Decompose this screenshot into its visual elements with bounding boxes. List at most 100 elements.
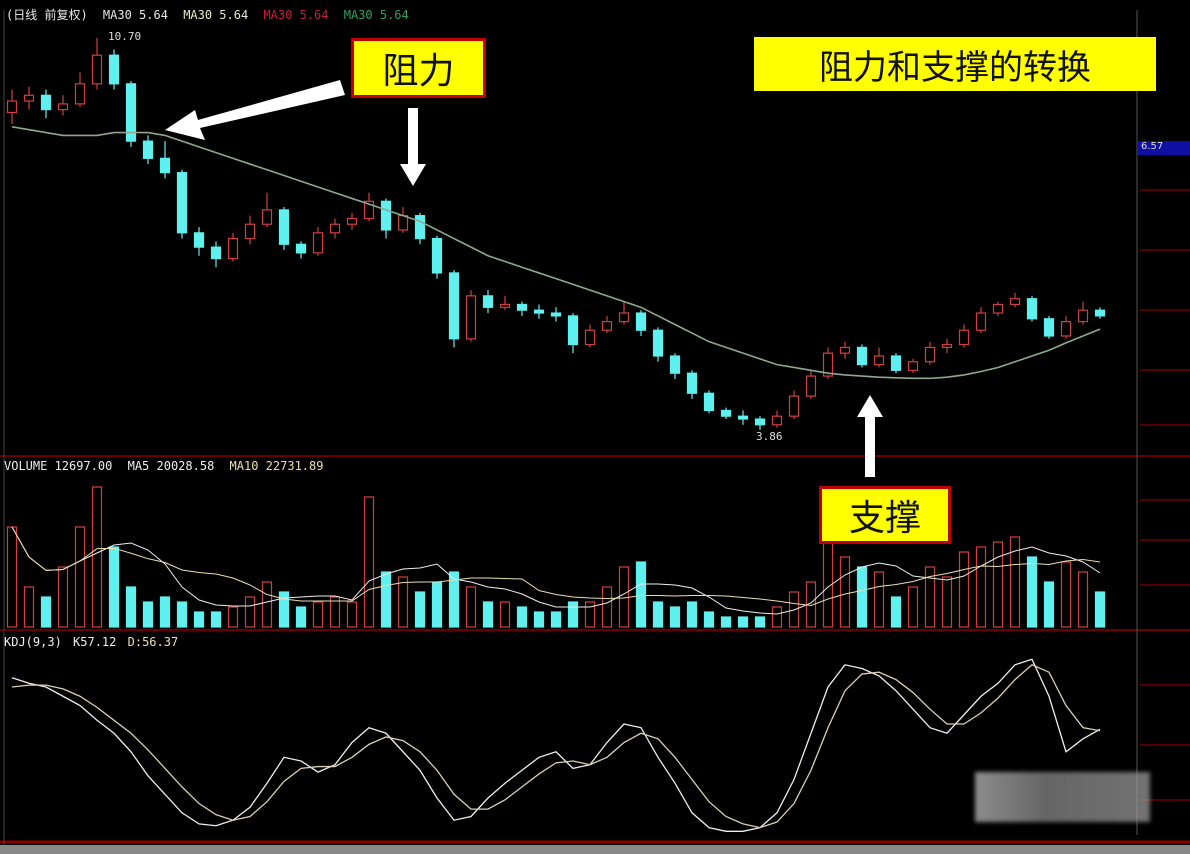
ma-label-4: MA30 5.64: [343, 8, 409, 22]
candle-body: [363, 200, 375, 220]
candle: [686, 370, 698, 399]
volume-bar: [754, 616, 766, 628]
volume-bar: [601, 586, 613, 628]
candle-body: [278, 209, 290, 245]
support-annotation: 支撑: [819, 486, 951, 544]
candle-body: [992, 303, 1004, 314]
candle-body: [499, 303, 511, 308]
kdj-name: KDJ(9,3): [4, 635, 62, 649]
candle: [125, 80, 137, 147]
candles-group: [6, 38, 1106, 430]
volume-bar: [227, 606, 239, 628]
candle: [312, 227, 324, 256]
candle: [227, 232, 239, 262]
volume-value: VOLUME 12697.00: [4, 459, 113, 473]
volume-bar: [550, 611, 562, 628]
volume-bar: [873, 571, 885, 628]
volume-bar: [1009, 536, 1021, 628]
candle-body: [1077, 309, 1089, 323]
volume-ma10: MA10 22731.89: [229, 459, 324, 473]
candle: [108, 49, 120, 90]
candle: [329, 218, 341, 239]
candle: [465, 290, 477, 342]
high-price-label: 10.70: [108, 30, 142, 43]
candle-body: [839, 346, 851, 354]
volume-ma5: MA5 20028.58: [127, 459, 215, 473]
volume-bar: [499, 601, 511, 628]
candle: [482, 290, 494, 314]
volume-bar: [1043, 581, 1055, 628]
candle: [74, 72, 86, 107]
candle: [346, 212, 358, 230]
candle-body: [669, 355, 681, 374]
annotation-title: 阻力和支撑的转换: [754, 37, 1156, 91]
volume-bars: [6, 486, 1106, 628]
candle-body: [1094, 309, 1106, 317]
candle: [295, 241, 307, 259]
volume-ma5-line: [11, 526, 1101, 615]
candle-body: [414, 215, 426, 240]
candle-body: [40, 94, 52, 111]
candle-body: [822, 352, 834, 377]
candle: [1026, 295, 1038, 322]
volume-bar: [57, 566, 69, 628]
candle-body: [108, 54, 120, 85]
ma30-line: [11, 126, 1101, 380]
volume-bar: [380, 571, 392, 628]
volume-bar: [533, 611, 545, 628]
candle-body: [703, 392, 715, 412]
candle-body: [227, 237, 239, 260]
volume-bar: [159, 596, 171, 628]
candle-body: [890, 355, 902, 371]
candle-body: [856, 346, 868, 366]
candle: [91, 38, 103, 90]
volume-bar: [261, 581, 273, 628]
candle-body: [686, 372, 698, 394]
volume-bar: [40, 596, 52, 628]
candle-body: [907, 361, 919, 371]
candle-body: [1009, 298, 1021, 306]
candle-body: [448, 272, 460, 340]
candle-body: [1060, 321, 1072, 337]
volume-bar: [618, 566, 630, 628]
candle-body: [329, 223, 341, 234]
volume-bar: [941, 576, 953, 628]
candle-body: [57, 103, 69, 111]
candle: [57, 95, 69, 116]
candle: [958, 324, 970, 348]
candle: [618, 301, 630, 325]
volume-bar: [584, 601, 596, 628]
watermark-blur: [975, 772, 1150, 822]
candle-body: [737, 415, 749, 420]
candle: [1077, 301, 1089, 325]
volume-bar: [431, 581, 443, 628]
volume-bar: [414, 591, 426, 628]
candle: [703, 390, 715, 414]
candle: [788, 390, 800, 420]
volume-ma10-line: [11, 526, 1101, 607]
volume-bar: [652, 601, 664, 628]
candle: [516, 301, 528, 316]
candle: [23, 86, 35, 110]
candle-body: [23, 94, 35, 102]
candle: [669, 353, 681, 379]
volume-bar: [465, 586, 477, 628]
candle: [6, 89, 18, 124]
candle-body: [873, 355, 885, 366]
volume-bar: [244, 596, 256, 628]
volume-bar: [635, 561, 647, 628]
candle: [142, 135, 154, 165]
volume-bar: [686, 601, 698, 628]
volume-bar: [992, 541, 1004, 628]
candle: [856, 344, 868, 368]
candle-body: [142, 140, 154, 159]
candle: [635, 310, 647, 336]
ma-label-2: MA30 5.64: [183, 8, 249, 22]
candle-body: [652, 329, 664, 357]
volume-bar: [737, 616, 749, 628]
candle-body: [584, 329, 596, 346]
candle-body: [720, 409, 732, 417]
volume-bar: [210, 611, 222, 628]
volume-bar: [516, 606, 528, 628]
candle: [992, 301, 1004, 316]
